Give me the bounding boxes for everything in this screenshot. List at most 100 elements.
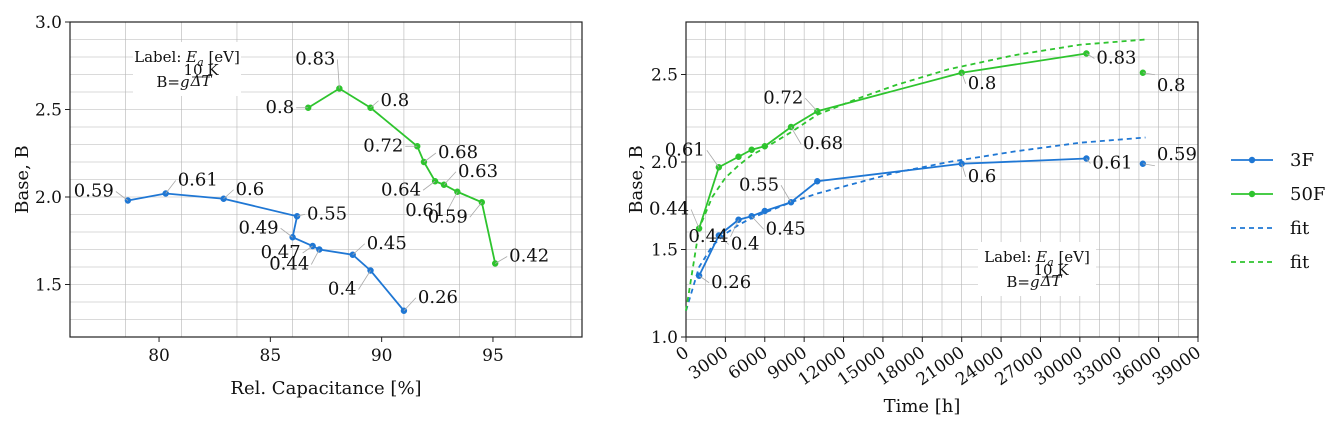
left-3f-label-leader xyxy=(223,189,234,200)
left-50f-point-label: 0.63 xyxy=(458,161,498,182)
right-3f-label-leader xyxy=(718,235,730,245)
annotation-line-2: B=g xyxy=(156,73,189,91)
left-50f-point-label: 0.42 xyxy=(509,246,549,267)
left-50f-point-label: 0.72 xyxy=(363,135,403,156)
left-50f-label-leader xyxy=(446,191,458,211)
right-3f-point-label: 0.45 xyxy=(766,218,806,239)
annotation-box xyxy=(133,42,241,96)
left-3f-label-leader xyxy=(280,227,293,238)
legend-label-0: 3F xyxy=(1290,150,1314,171)
left-ytick-label: 1.5 xyxy=(35,276,62,296)
right-3f-label-leader xyxy=(780,185,792,203)
legend-label-3: fit xyxy=(1290,252,1310,273)
left-3f-point xyxy=(293,213,301,220)
right-50f-line xyxy=(698,52,1087,229)
left-50f-point-label: 0.68 xyxy=(438,142,478,163)
left-3f-point xyxy=(124,197,132,204)
annotation-frac-den: ΔT xyxy=(190,72,213,90)
right-50f-point-label: 0.44 xyxy=(649,199,689,220)
left-50f-label-leader xyxy=(423,152,437,163)
left-3f-point-label: 0.26 xyxy=(418,287,458,308)
right-ytick-label: 1.0 xyxy=(651,328,678,348)
left-3f-point-label: 0.47 xyxy=(261,242,301,263)
right-extra-leader xyxy=(1142,72,1155,76)
right-3f-point-label: 0.6 xyxy=(968,166,997,187)
left-xtick-label: 80 xyxy=(148,346,170,366)
left-3f-point-label: 0.6 xyxy=(236,179,265,200)
left-3f-label-leader xyxy=(302,245,313,254)
left-frame xyxy=(69,21,583,338)
left-50f-line xyxy=(307,87,497,264)
left-3f-point-label: 0.44 xyxy=(269,254,309,275)
left-3f-point-label: 0.4 xyxy=(328,279,357,300)
right-y-axis-title: Base, B xyxy=(626,145,647,214)
right-x-axis-title: Time [h] xyxy=(884,396,961,417)
annotation-line-1: Label: Ea [eV] xyxy=(984,248,1090,269)
right-ytick-label: 2.5 xyxy=(651,66,678,86)
right-3f-label-leader xyxy=(751,215,764,230)
left-x-axis-title: Rel. Capacitance [%] xyxy=(230,378,421,399)
right-fit-50f-line xyxy=(685,38,1146,311)
left-50f-label-leader xyxy=(469,202,483,218)
legend: 3F 50F fit fit xyxy=(1231,150,1325,273)
right-50f-point-label: 0.72 xyxy=(763,87,803,108)
left-3f-label-leader xyxy=(403,297,417,312)
right-3f-point xyxy=(761,207,768,215)
right-3f-label-leader xyxy=(961,163,967,177)
left-ytick-label: 2.5 xyxy=(35,101,62,121)
left-3f-label-leader xyxy=(296,213,306,217)
left-xtick-label: 95 xyxy=(482,346,504,366)
left-3f-label-leader xyxy=(358,270,371,290)
left-3f-point-label: 0.45 xyxy=(367,233,407,254)
right-50f-label-leader xyxy=(790,126,802,145)
annotation-frac-num: 10 K xyxy=(183,61,219,79)
right-50f-label-leader xyxy=(690,209,700,229)
annotation-frac-num: 10 K xyxy=(1033,261,1069,279)
right-3f-label-leader xyxy=(698,275,710,284)
right-3f-point xyxy=(814,178,821,185)
left-3f-label-leader xyxy=(115,191,129,201)
right-50f-point xyxy=(735,153,742,160)
left-50f-point-label: 0.83 xyxy=(295,49,335,70)
left-50f-point-label: 0.61 xyxy=(405,200,445,221)
legend-label-1: 50F xyxy=(1290,184,1325,205)
right-xtick-label: 6000 xyxy=(725,343,772,384)
right-extra-leader xyxy=(1142,163,1155,167)
right-3f-point-label: 0.55 xyxy=(739,174,779,195)
right-ytick-label: 2.0 xyxy=(651,153,678,173)
right-50f-point-label: 0.83 xyxy=(1096,48,1136,69)
right-3f-label-leader xyxy=(730,219,739,237)
right-3f-point-label: 0.44 xyxy=(688,226,728,247)
right-3f-point-label: 0.61 xyxy=(1092,153,1132,174)
right-50f-point-label: 0.8 xyxy=(968,73,997,94)
right-50f-label-leader xyxy=(1086,53,1095,59)
left-50f-point-label: 0.8 xyxy=(266,97,295,118)
annotation-box xyxy=(978,242,1096,296)
left-50f-point-label: 0.64 xyxy=(381,179,421,200)
right-50f-label-leader xyxy=(804,97,818,112)
annotation-frac-den: ΔT xyxy=(1040,272,1063,290)
left-50f-label-leader xyxy=(370,100,379,109)
left-3f-point-label: 0.55 xyxy=(307,203,347,224)
right-extra-label: 0.59 xyxy=(1157,144,1197,165)
right-50f-point-label: 0.68 xyxy=(803,133,843,154)
right-50f-point-label: 0.61 xyxy=(665,139,705,160)
left-3f-line xyxy=(127,192,405,312)
left-3f-label-leader xyxy=(352,243,365,256)
right-extra-label: 0.8 xyxy=(1157,75,1186,96)
right-xtick-label: 3000 xyxy=(685,343,732,384)
left-ytick-label: 2.0 xyxy=(35,188,62,208)
left-ytick-label: 3.0 xyxy=(35,13,62,33)
left-3f-point-label: 0.59 xyxy=(74,181,114,202)
left-50f-label-leader xyxy=(494,256,508,264)
legend-marker-0 xyxy=(1248,156,1256,164)
left-y-axis-title: Base, B xyxy=(12,145,33,214)
right-ytick-label: 1.5 xyxy=(651,241,678,261)
right-3f-label-leader xyxy=(1086,158,1091,164)
annotation-line-2: B=g xyxy=(1006,273,1039,291)
left-3f-label-leader xyxy=(310,249,320,265)
left-chart-capacitance: 80 85 90 95 1.5 2.0 2.5 3.0 Label: Ea [eV] B=g10 … xyxy=(12,13,583,399)
left-50f-label-leader xyxy=(336,59,340,89)
annotation-line-1: Label: Ea [eV] xyxy=(134,48,240,69)
